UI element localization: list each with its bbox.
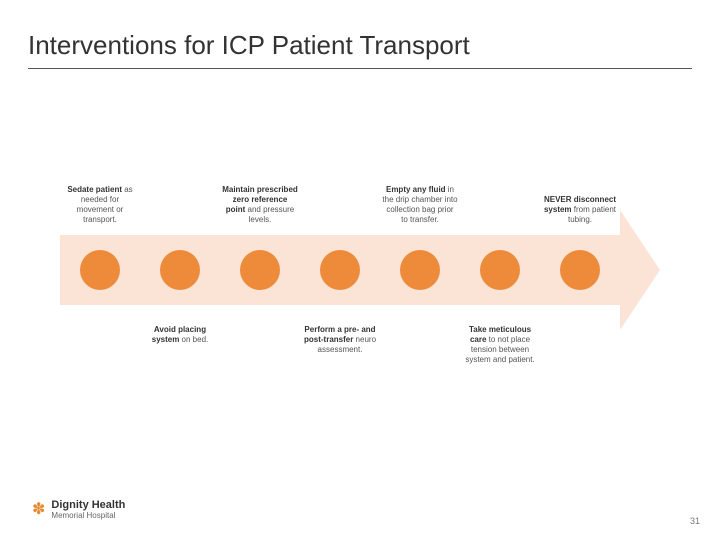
step-emphasis: Sedate patient bbox=[67, 185, 122, 194]
arrow-head bbox=[620, 210, 660, 330]
arrow-step-dot bbox=[320, 250, 360, 290]
step-label: Maintain prescribed zero reference point… bbox=[222, 185, 298, 225]
arrow-step-dot bbox=[400, 250, 440, 290]
step-rest: and pressure levels. bbox=[245, 205, 294, 224]
logo-sub: Memorial Hospital bbox=[51, 512, 125, 520]
step-label: Take meticulous care to not place tensio… bbox=[462, 325, 538, 365]
logo-brand: Dignity Health bbox=[51, 499, 125, 511]
step-rest: on bed. bbox=[179, 335, 208, 344]
step-label: Sedate patient as needed for movement or… bbox=[62, 185, 138, 225]
step-label: Perform a pre- and post-transfer neuro a… bbox=[302, 325, 378, 355]
page-title: Interventions for ICP Patient Transport bbox=[28, 30, 470, 61]
arrow-step-dot bbox=[160, 250, 200, 290]
arrow-step-dot bbox=[80, 250, 120, 290]
brand-logo: ✽ Dignity Health Memorial Hospital bbox=[32, 500, 125, 520]
page-number: 31 bbox=[690, 516, 700, 526]
arrow-step-dot bbox=[240, 250, 280, 290]
step-label: Avoid placing system on bed. bbox=[142, 325, 218, 345]
process-arrow-diagram: Sedate patient as needed for movement or… bbox=[60, 130, 660, 420]
arrow-step-dot bbox=[560, 250, 600, 290]
step-label: Empty any fluid in the drip chamber into… bbox=[382, 185, 458, 225]
logo-sparkle-icon: ✽ bbox=[32, 502, 45, 518]
step-label: NEVER disconnect system from patient tub… bbox=[542, 195, 618, 225]
logo-text: Dignity Health Memorial Hospital bbox=[51, 500, 125, 520]
step-emphasis: Empty any fluid bbox=[386, 185, 446, 194]
title-underline bbox=[28, 68, 692, 69]
arrow-step-dot bbox=[480, 250, 520, 290]
step-rest: from patient tubing. bbox=[568, 205, 616, 224]
